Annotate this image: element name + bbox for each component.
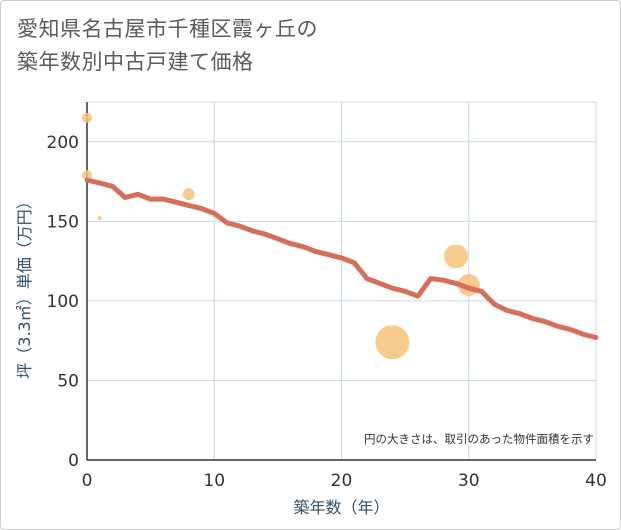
trend-line [84, 177, 599, 340]
x-axis-title: 築年数（年） [293, 498, 389, 517]
price-trend-series [84, 177, 599, 340]
y-tick-label: 50 [57, 371, 79, 391]
transaction-bubble [82, 112, 92, 123]
y-axis-title: 坪（3.3㎡）単価（万円） [15, 193, 34, 378]
x-tick-label: 0 [82, 471, 93, 491]
axes: 0 50 100 150 200 0 10 20 30 40 [47, 102, 607, 491]
transaction-bubble [97, 216, 102, 221]
y-tick-label: 150 [47, 212, 79, 232]
transaction-bubble [375, 325, 410, 360]
transaction-bubble [444, 244, 469, 269]
x-tick-label: 40 [585, 471, 607, 491]
y-tick-label: 0 [68, 451, 79, 471]
transaction-bubble [182, 188, 195, 201]
chart-title: 愛知県名古屋市千種区霞ヶ丘の 築年数別中古戸建て価格 [17, 13, 318, 79]
chart-title-line-2: 築年数別中古戸建て価格 [17, 50, 254, 74]
x-tick-label: 20 [331, 471, 353, 491]
y-tick-label: 200 [47, 133, 79, 153]
x-tick-label: 30 [458, 471, 480, 491]
y-tick-label: 100 [47, 292, 79, 312]
grid [87, 101, 597, 460]
x-tick-label: 10 [203, 471, 225, 491]
bubble-size-note: 円の大きさは、取引のあった物件面積を示す [364, 432, 594, 446]
transaction-bubble [82, 170, 92, 181]
chart-title-line-1: 愛知県名古屋市千種区霞ヶ丘の [17, 17, 318, 41]
transaction-bubbles [82, 112, 480, 360]
